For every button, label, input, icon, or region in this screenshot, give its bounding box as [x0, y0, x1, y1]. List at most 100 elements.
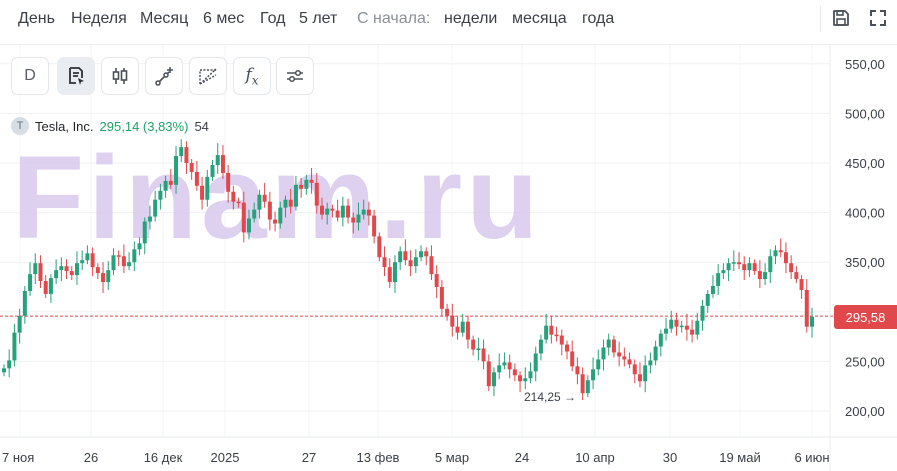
candle-body [2, 368, 6, 373]
candle-body [710, 286, 715, 294]
candle-body [309, 179, 314, 183]
since-month[interactable]: месяца [512, 10, 567, 27]
y-axis: 550,00500,00450,00400,00350,00300,00250,… [845, 57, 885, 419]
candle-body [794, 272, 799, 280]
candle-body [262, 194, 267, 202]
candle-body [424, 251, 429, 257]
candle-body [648, 360, 653, 366]
settings-button[interactable] [276, 57, 314, 95]
candle-body [408, 260, 413, 267]
x-tick-label: 30 [663, 450, 677, 465]
candle-body [132, 249, 137, 263]
candle-body [226, 172, 231, 192]
candle-body [637, 374, 642, 382]
period-bar: День Неделя Месяц 6 мес Год 5 лет С нача… [0, 0, 897, 40]
candles [2, 139, 814, 401]
candle-body [596, 359, 601, 370]
candle-body [90, 253, 95, 268]
candle-body [622, 356, 627, 360]
candle-body [273, 219, 278, 224]
candle-body [747, 263, 752, 271]
candle-body [658, 333, 663, 347]
candle-body [54, 270, 59, 279]
candle-body [768, 256, 773, 273]
candle-body [559, 335, 564, 345]
candle-body [28, 274, 33, 291]
candle-body [643, 365, 648, 382]
top-divider [0, 44, 897, 45]
candle-body [147, 216, 152, 222]
y-tick-label: 550,00 [845, 57, 885, 72]
candle-body [158, 190, 163, 200]
candle-body [549, 325, 554, 335]
instrument-name: Tesla, Inc. [35, 118, 94, 134]
candle-body [95, 267, 100, 274]
period-year[interactable]: Год [260, 10, 286, 27]
candle-body [236, 201, 241, 204]
candle-body [497, 365, 502, 373]
candle-body [382, 257, 387, 268]
period-week[interactable]: Неделя [71, 10, 127, 27]
candle-body [528, 371, 533, 379]
candle-body [247, 218, 252, 233]
y-tick-label: 400,00 [845, 206, 885, 221]
since-year[interactable]: года [582, 10, 615, 27]
candle-body [804, 289, 809, 327]
candle-body [142, 221, 147, 244]
save-icon[interactable] [831, 8, 851, 28]
candle-body [283, 199, 288, 208]
candle-body [392, 262, 397, 283]
y-tick-label: 200,00 [845, 404, 885, 419]
candle-body [293, 184, 298, 207]
candle-body [737, 262, 742, 265]
candle-body [512, 369, 517, 376]
drawing-tool-button[interactable] [145, 57, 183, 95]
instrument-legend[interactable]: T Tesla, Inc. 295,14 (3,83%) 54 [11, 116, 209, 136]
sliders-icon [287, 69, 303, 83]
divider [820, 6, 821, 32]
fan-lines-icon [199, 68, 217, 85]
x-tick-label: 16 дек [144, 450, 183, 465]
period-6-months[interactable]: 6 мес [203, 10, 245, 27]
interval-button[interactable]: D [11, 57, 49, 95]
candle-body [752, 263, 757, 272]
trendline-icon [155, 67, 173, 86]
candle-body [690, 329, 695, 335]
candle-body [445, 308, 450, 316]
candle-body [716, 273, 721, 287]
candle-body [455, 326, 460, 333]
candle-body [674, 319, 679, 327]
candle-body [330, 208, 335, 211]
candle-body [591, 369, 596, 381]
candle-body [17, 315, 22, 333]
candle-body [372, 215, 377, 237]
candle-body [194, 171, 199, 186]
candle-body [465, 321, 470, 340]
fullscreen-icon[interactable] [868, 8, 888, 28]
instrument-volume: 54 [194, 118, 209, 134]
candle-body [257, 194, 262, 210]
candle-body [757, 271, 762, 280]
candle-body [554, 334, 559, 337]
chart-type-button[interactable] [57, 57, 95, 95]
min-price-marker: 214,25 → [524, 390, 577, 404]
period-month[interactable]: Месяц [140, 10, 189, 27]
indicators-button[interactable]: fx [233, 57, 271, 95]
period-5-years[interactable]: 5 лет [299, 10, 338, 27]
candle-body [241, 202, 246, 233]
candle-body [153, 199, 158, 217]
candle-body [387, 267, 392, 283]
candle-body [580, 374, 585, 394]
candle-body [48, 278, 53, 294]
candle-body [679, 325, 684, 328]
period-day[interactable]: День [18, 10, 55, 27]
x-axis: 7 ноя 26 16 дек 2025 27 13 фев 5 мар 24 10 апр 30… [0, 45, 897, 471]
candle-body [106, 270, 111, 283]
candle-body [460, 321, 465, 333]
candle-body [653, 346, 658, 361]
candle-body [742, 264, 747, 271]
candles-button[interactable] [101, 57, 139, 95]
since-week[interactable]: недели [444, 10, 498, 27]
fibonacci-tool-button[interactable] [189, 57, 227, 95]
